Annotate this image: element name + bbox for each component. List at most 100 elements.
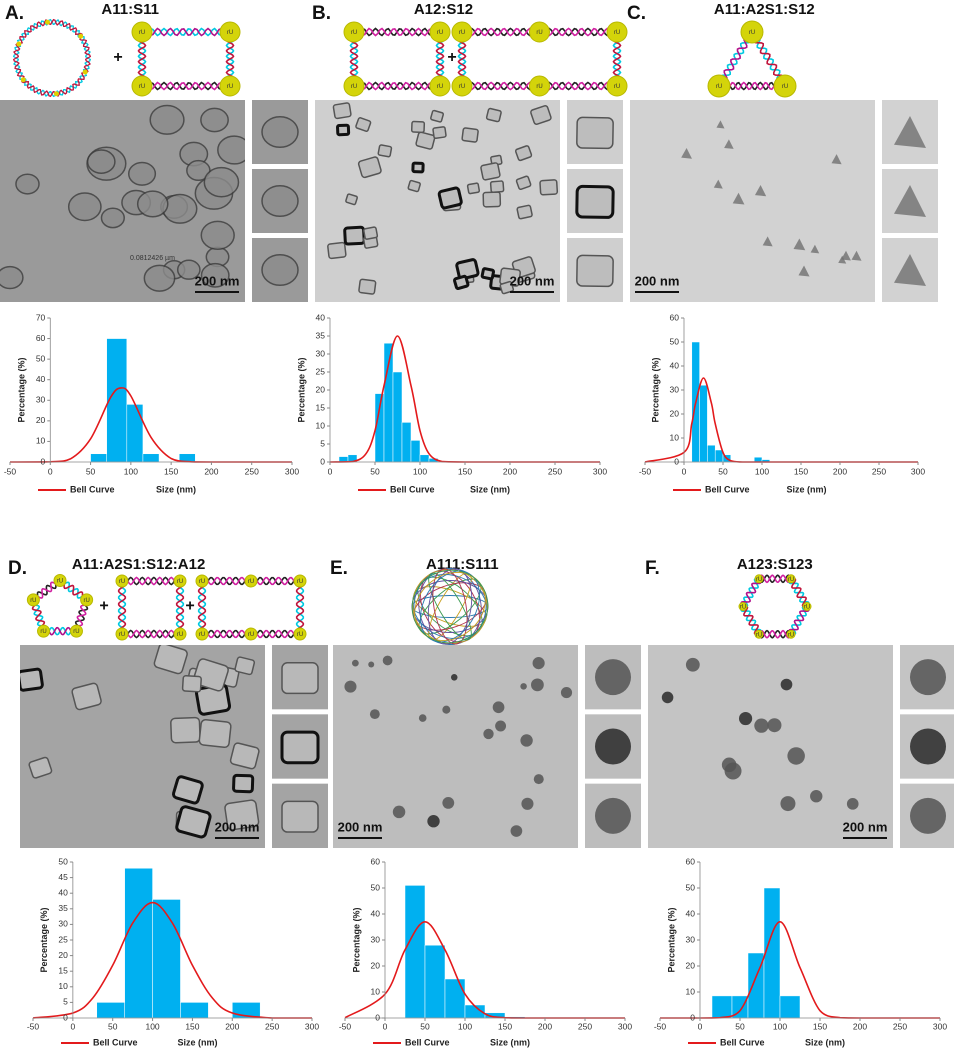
tem-image: 200 nm: [630, 100, 938, 302]
bar: [711, 995, 733, 1019]
x-tick-label: 150: [794, 466, 808, 476]
ru-label: rU: [40, 629, 46, 635]
ring-node: [78, 33, 84, 39]
histogram: -50 0 50 100 150 200 250 300 0 5 10 15 20 25 30 35 40 45 5…: [27, 856, 320, 1047]
particle: [0, 265, 24, 290]
x-tick-label: 0: [682, 466, 687, 476]
particles: [681, 120, 862, 277]
x-tick-label: 0: [48, 466, 53, 476]
x-tick-label: 150: [813, 1021, 827, 1031]
x-tick-label: -50: [339, 1021, 352, 1031]
particle: [838, 255, 847, 264]
ru-label: rU: [788, 577, 794, 583]
ru-label: rU: [248, 579, 254, 585]
particle: [100, 207, 125, 229]
schematic: rU rU rU rU rU rU: [738, 574, 812, 639]
y-tick-label: 40: [686, 908, 696, 918]
particle: [382, 655, 393, 666]
ru-node: [343, 75, 365, 97]
wireframe: [420, 570, 480, 643]
particle: [521, 797, 534, 810]
particle: [483, 728, 494, 740]
tem-image: 200 nm 0.0812426 µm: [0, 100, 308, 302]
particle: [200, 220, 235, 251]
x-tick-label: -50: [27, 1021, 40, 1031]
x-tick-label: 150: [498, 1021, 512, 1031]
particle: [910, 728, 946, 765]
ru-node: [738, 602, 748, 611]
particle: [224, 799, 260, 831]
histogram: -50 0 50 100 150 200 250 300 0 10 20 30 40 50 60 Percen…: [639, 312, 926, 494]
plus: +: [447, 49, 456, 66]
particle: [200, 107, 229, 133]
ru-node: [773, 74, 797, 98]
particle: [514, 145, 533, 162]
ring-node: [53, 91, 59, 97]
particle: [281, 800, 319, 833]
y-tick-label: 50: [36, 353, 46, 363]
particle: [198, 718, 232, 749]
schematic: + rU rU rU rU: [12, 18, 241, 98]
particle: [499, 280, 515, 295]
bar: [152, 899, 181, 1019]
plus: +: [185, 598, 194, 615]
particle: [149, 104, 185, 135]
y-tick-label: 60: [371, 856, 381, 866]
y-axis-label: Percentage (%): [351, 907, 361, 972]
particle: [681, 147, 692, 159]
particle: [71, 682, 102, 711]
particle: [186, 159, 211, 182]
x-tick-label: 250: [265, 1021, 279, 1031]
ru-node: [451, 75, 473, 97]
tem-image: 200 nm: [333, 645, 641, 848]
dna-strand: [250, 576, 301, 586]
y-axis-label: Percentage (%): [17, 357, 27, 422]
ru-node: [37, 624, 51, 638]
dna-strand: [201, 629, 252, 639]
particle: [754, 718, 769, 733]
particle: [427, 815, 440, 828]
ru-label: rU: [297, 579, 303, 585]
x-tick-label: 200: [853, 1021, 867, 1031]
x-tick-label: 200: [225, 1021, 239, 1031]
panel-letter: B.: [312, 3, 331, 24]
particle: [450, 674, 458, 681]
ru-label: rU: [119, 632, 125, 638]
bar: [714, 449, 724, 463]
ru-label: rU: [782, 84, 788, 90]
x-tick-label: 150: [164, 466, 178, 476]
bar: [419, 454, 430, 463]
y-tick-label: 50: [58, 856, 68, 866]
wireframe: [411, 595, 489, 618]
x-tick-label: 0: [328, 466, 333, 476]
ru-node: [293, 574, 307, 588]
particles: [327, 102, 559, 295]
particle: [127, 161, 157, 186]
y-tick-label: 20: [371, 960, 381, 970]
x-tick-label: 100: [413, 466, 427, 476]
y-tick-label: 0: [690, 1012, 695, 1022]
particle: [455, 258, 480, 281]
x-tick-label: 0: [383, 1021, 388, 1031]
y-tick-label: 50: [670, 336, 680, 346]
ru-node: [606, 21, 628, 43]
y-tick-label: 30: [371, 934, 381, 944]
wireframe: [418, 568, 482, 645]
y-tick-label: 40: [316, 312, 326, 322]
ru-label: rU: [227, 30, 233, 36]
particle: [442, 796, 455, 809]
bar: [707, 444, 716, 463]
particle: [344, 680, 357, 693]
bell-curve: [32, 901, 312, 1019]
y-tick-label: 0: [674, 456, 679, 466]
y-tick-label: 10: [58, 981, 68, 991]
ru-node: [115, 574, 129, 588]
x-tick-label: 100: [773, 1021, 787, 1031]
bar: [142, 453, 160, 463]
x-tick-label: 50: [108, 1021, 118, 1031]
ru-node: [219, 21, 241, 43]
dna-strand: [790, 577, 808, 608]
x-tick-label: 200: [204, 466, 218, 476]
particle: [495, 720, 507, 732]
particle: [392, 805, 406, 819]
